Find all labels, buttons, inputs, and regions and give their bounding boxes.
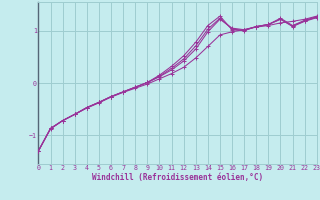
X-axis label: Windchill (Refroidissement éolien,°C): Windchill (Refroidissement éolien,°C) xyxy=(92,173,263,182)
